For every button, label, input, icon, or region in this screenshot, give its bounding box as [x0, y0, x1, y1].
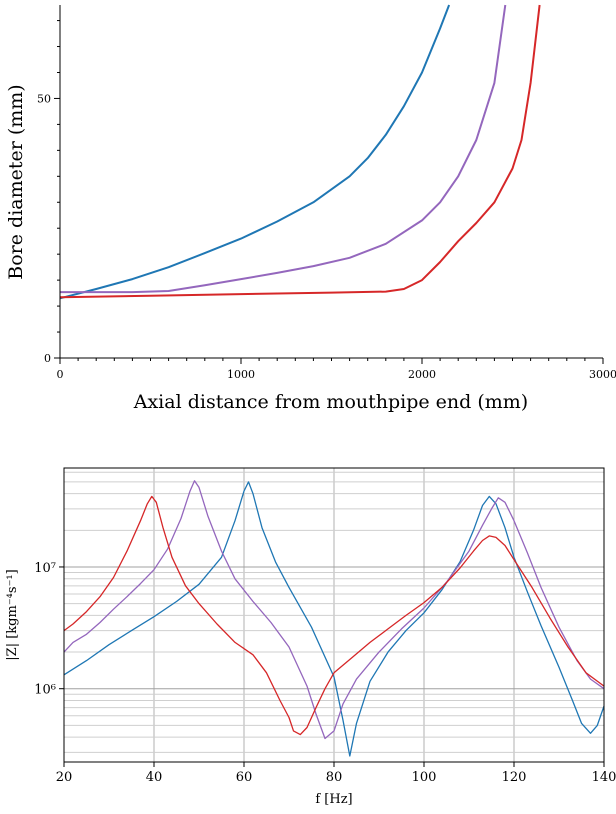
y-tick-label: 10⁶ [34, 683, 56, 698]
x-tick-label: 40 [146, 770, 163, 785]
bore-chart-y-label: Bore diameter (mm) [5, 84, 27, 279]
impedance-chart-grid [63, 468, 605, 762]
x-tick-label: 120 [502, 770, 527, 785]
bore-series-line-3 [59, 4, 541, 299]
impedance-chart-x-label: f [Hz] [315, 792, 352, 807]
y-tick-label: 0 [44, 352, 51, 365]
bore-profile-chart: 0 1000 2000 3000 0 50 Axial distance from mou… [5, 4, 616, 413]
impedance-series-line-2 [63, 480, 605, 740]
bore-series-line-2 [60, 4, 507, 294]
impedance-lines [63, 480, 605, 757]
x-tick-label: 1000 [227, 368, 255, 381]
x-tick-label: 60 [236, 770, 253, 785]
y-tick-label: 50 [37, 92, 51, 105]
impedance-chart-y-label: |Z| [kgm⁻⁴s⁻¹] [5, 569, 20, 660]
bore-chart-ticks: 0 1000 2000 3000 0 50 [37, 20, 616, 381]
impedance-chart: 20 40 60 80 100 120 140 10⁶ 10⁷ f [Hz] |Z| [kgm⁻… [5, 467, 616, 807]
bore-series-line-1 [59, 4, 451, 300]
impedance-series-line-1 [63, 481, 605, 757]
bore-profile-lines [59, 4, 541, 300]
x-tick-label: 100 [412, 770, 437, 785]
x-tick-label: 3000 [589, 368, 616, 381]
impedance-series-line-3 [63, 495, 605, 736]
x-tick-label: 80 [326, 770, 343, 785]
bore-chart-x-label: Axial distance from mouthpipe end (mm) [133, 391, 528, 413]
x-tick-label: 0 [57, 368, 64, 381]
x-tick-label: 140 [592, 770, 616, 785]
y-tick-label: 10⁷ [34, 561, 56, 576]
impedance-chart-ticks: 20 40 60 80 100 120 140 10⁶ 10⁷ [34, 561, 616, 785]
x-tick-label: 20 [56, 770, 73, 785]
x-tick-label: 2000 [408, 368, 436, 381]
